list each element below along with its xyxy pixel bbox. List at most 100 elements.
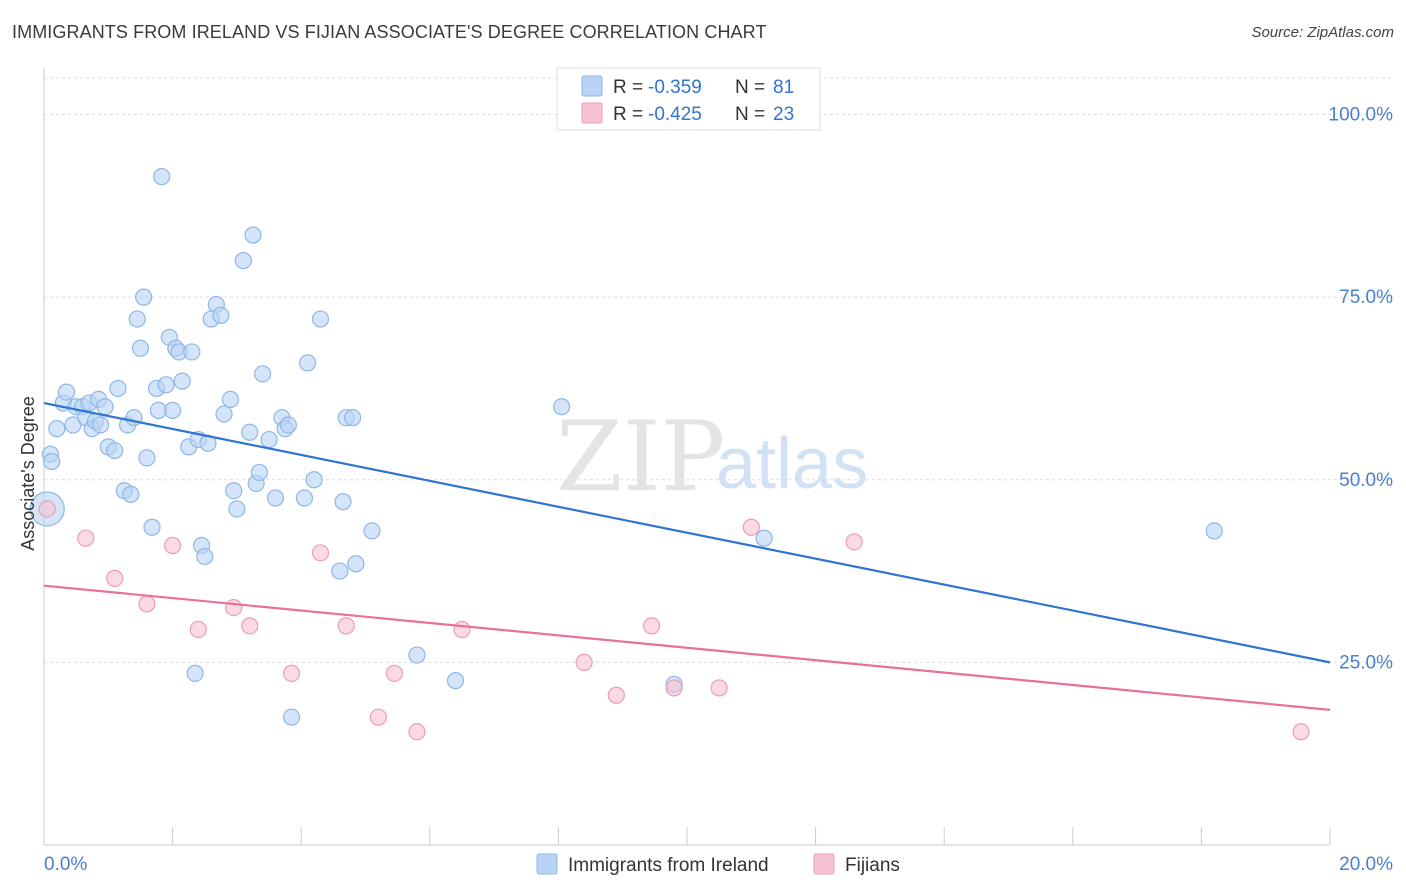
ireland-point — [311, 310, 330, 328]
ireland-point — [254, 365, 272, 383]
ireland-point — [128, 310, 146, 328]
legend-r-value: -0.359 — [648, 77, 702, 98]
ireland-point — [64, 416, 82, 434]
ireland-point — [1205, 522, 1223, 540]
ireland-point — [196, 547, 214, 566]
ireland-point — [96, 398, 114, 416]
fijian-point — [665, 679, 683, 697]
fijian-point — [453, 620, 471, 639]
legend-swatch-blue — [581, 75, 603, 97]
legend-n-label: N = — [735, 104, 765, 125]
ireland-point — [446, 672, 465, 690]
fijian-point — [607, 686, 625, 704]
fijian-point — [369, 708, 387, 726]
ireland-point — [221, 390, 240, 409]
ireland-point — [157, 376, 175, 394]
x-tick-label: 0.0% — [44, 854, 87, 875]
ireland-point — [173, 372, 191, 390]
ireland-point — [305, 471, 323, 489]
legend-swatch-pink — [581, 102, 603, 124]
legend-n-value: 81 — [773, 77, 794, 98]
legend-r-label: R = — [613, 104, 643, 125]
fijian-point — [742, 518, 760, 536]
ireland-point — [164, 401, 182, 419]
ireland-point — [225, 482, 243, 500]
fijian-point — [643, 617, 661, 635]
ireland-point — [153, 168, 171, 186]
fijian-point — [138, 595, 156, 613]
fijian-point — [845, 533, 863, 551]
correlation-legend: R = -0.359 N = 81 R = -0.425 N = 23 — [556, 67, 821, 131]
ireland-point — [43, 452, 61, 471]
y-tick-label: 50.0% — [1339, 470, 1393, 491]
ireland-point — [106, 441, 124, 460]
series-legend-swatch-blue — [536, 853, 558, 875]
labels-layer: 25.0% 50.0% 75.0% 100.0% 0.0% 20.0% Associate'… — [18, 105, 1393, 875]
fijian-point — [337, 617, 355, 635]
series-legend-label: Immigrants from Ireland — [568, 855, 769, 876]
fijian-point — [710, 679, 728, 697]
ireland-point — [228, 500, 246, 518]
fijian-point — [164, 536, 182, 555]
legend-n-value: 23 — [773, 104, 794, 125]
ireland-point — [234, 252, 252, 270]
y-tick-label: 75.0% — [1339, 287, 1393, 308]
ireland-point — [48, 420, 66, 438]
fijian-point — [38, 500, 56, 518]
ireland-point — [279, 416, 297, 434]
fijian-point — [385, 664, 404, 682]
legend-r-value: -0.425 — [648, 104, 702, 125]
fijian-point — [408, 723, 426, 741]
series-legend-swatch-pink — [813, 853, 835, 875]
fijian-point — [311, 544, 330, 562]
fijian-point — [189, 620, 207, 639]
legend-r-label: R = — [613, 77, 643, 98]
series-legend: Immigrants from Ireland Fijians — [536, 853, 900, 876]
source-credit: Source: ZipAtlas.com — [1251, 24, 1394, 41]
ireland-point — [212, 306, 230, 325]
points-layer — [29, 168, 1310, 741]
ireland-trend-line — [43, 401, 1331, 664]
ireland-point — [260, 430, 278, 449]
ireland-point — [408, 646, 426, 664]
ireland-point — [183, 343, 201, 361]
ireland-point — [109, 379, 127, 398]
y-tick-label: 25.0% — [1339, 652, 1393, 673]
fijian-trend-line — [43, 584, 1331, 711]
ireland-point — [122, 485, 140, 503]
fijian-point — [1292, 723, 1310, 741]
ireland-point — [266, 489, 285, 507]
x-tick-label: 20.0% — [1339, 854, 1393, 875]
ireland-point — [282, 708, 301, 726]
ireland-point — [299, 354, 317, 372]
fijian-point — [77, 529, 95, 547]
legend-n-label: N = — [735, 77, 765, 98]
series-legend-label: Fijians — [845, 855, 900, 876]
ireland-point — [334, 493, 352, 511]
fijian-point — [575, 653, 593, 671]
ireland-point — [241, 423, 259, 441]
fijian-point — [106, 569, 124, 587]
ireland-point — [131, 339, 150, 357]
ireland-point — [331, 562, 349, 580]
chart-title: IMMIGRANTS FROM IRELAND VS FIJIAN ASSOCI… — [12, 22, 767, 42]
ireland-point — [244, 226, 262, 244]
fijian-point — [225, 598, 243, 617]
ireland-point — [91, 416, 110, 434]
fijian-point — [282, 664, 301, 682]
ireland-point — [347, 555, 365, 573]
watermark-atlas: atlas — [716, 424, 868, 504]
ireland-point — [755, 529, 773, 547]
ireland-point — [138, 449, 156, 467]
y-tick-label: 100.0% — [1329, 105, 1394, 126]
ireland-point — [57, 383, 76, 401]
watermark: ZIP atlas — [556, 401, 868, 513]
ireland-point — [215, 405, 233, 423]
ireland-point — [553, 398, 571, 416]
ireland-point — [143, 518, 161, 536]
trend-layer — [43, 401, 1331, 711]
ireland-point — [250, 463, 269, 482]
y-axis-title: Associate's Degree — [18, 396, 38, 551]
ireland-point — [186, 664, 204, 682]
grid-layer — [44, 77, 1394, 663]
